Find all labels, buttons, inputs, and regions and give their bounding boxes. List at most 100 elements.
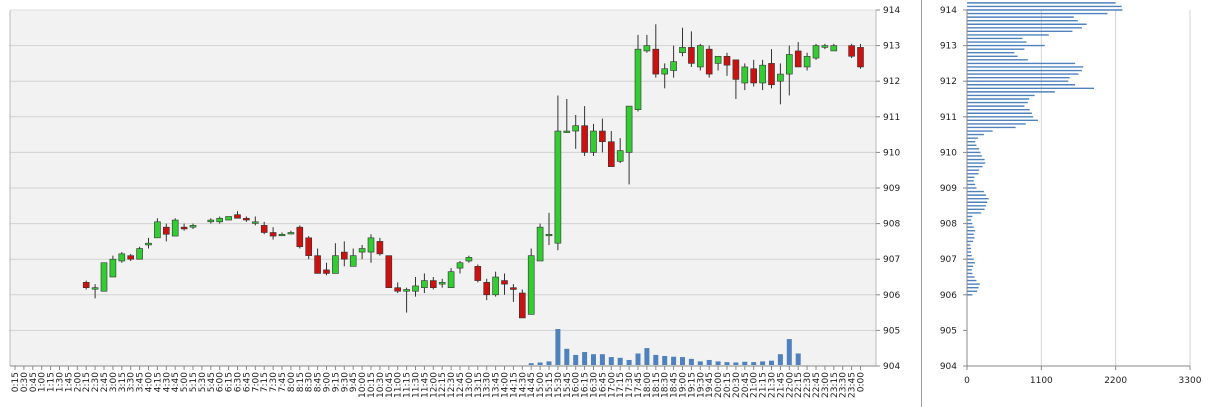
candle-body [857, 47, 864, 68]
x-tick-label: 5:30 [198, 372, 208, 392]
x-tick-label: 2:15 [82, 372, 92, 392]
x-tick-label: 15:45 [563, 372, 573, 398]
x-tick-label: 22:30 [803, 372, 813, 398]
candle [750, 59, 758, 87]
candle [554, 95, 562, 251]
volume-bar [742, 361, 748, 365]
candle-body [625, 105, 633, 153]
x-tick-label: 23:30 [839, 372, 849, 398]
candle-body [154, 221, 161, 239]
x-tick-label: 0:00 [857, 372, 867, 392]
profile-x-tick-label: 2200 [1104, 376, 1127, 386]
candle [759, 59, 766, 91]
candle-body [91, 287, 99, 290]
volume-bar [564, 348, 570, 365]
candle [296, 225, 304, 249]
volume-bars [528, 329, 801, 365]
candle-body [447, 271, 455, 288]
y-tick-label: 911 [883, 113, 900, 123]
x-tick-label: 13:30 [483, 372, 493, 398]
panel-divider [921, 0, 922, 407]
x-tick-label: 13:15 [474, 372, 484, 398]
x-tick-label: 19:15 [687, 372, 697, 398]
candle [163, 223, 170, 242]
candle [421, 273, 428, 294]
candle-body [794, 50, 802, 68]
candle [794, 42, 802, 68]
candle [483, 278, 491, 301]
candle [109, 255, 117, 278]
x-tick-label: 20:00 [714, 372, 724, 398]
x-tick-label: 2:30 [91, 372, 101, 392]
y-tick-label: 909 [883, 184, 900, 194]
candle-body [590, 130, 597, 153]
candle [590, 123, 597, 156]
x-tick-label: 17:15 [616, 372, 626, 398]
x-tick-label: 3:45 [136, 372, 146, 392]
candle [323, 262, 330, 276]
candle-body [367, 237, 375, 253]
candle-body [412, 285, 419, 292]
x-tick-label: 5:00 [180, 372, 190, 392]
candle [225, 216, 232, 221]
candle-body [536, 226, 544, 262]
x-tick-label: 4:45 [171, 372, 181, 392]
y-tick-label: 914 [883, 6, 900, 16]
volume-bar [644, 348, 650, 365]
candle-body [750, 68, 758, 84]
candle-body [483, 282, 491, 296]
candle-body [661, 68, 669, 75]
x-tick-label: 1:15 [47, 372, 57, 392]
x-tick-label: 0:45 [29, 372, 39, 392]
candle [456, 260, 464, 274]
y-tick-label: 912 [883, 77, 900, 87]
candle [599, 118, 606, 153]
candle-body [429, 280, 437, 288]
candle-body [163, 226, 170, 235]
profile-y-tick-label: 907 [940, 255, 957, 265]
volume-bar [777, 354, 783, 365]
candle [118, 252, 126, 263]
candle-body [554, 130, 562, 244]
candle-body [225, 216, 232, 221]
x-tick-label: 16:45 [598, 372, 608, 398]
x-tick-label: 0:15 [11, 372, 21, 392]
candle [510, 284, 517, 302]
volume-bar [617, 357, 623, 365]
volume-bar [653, 354, 659, 365]
candle [616, 138, 624, 164]
profile-bars [967, 0, 1125, 296]
candle-body [376, 241, 384, 255]
candle-body [848, 45, 855, 57]
candle-body [269, 232, 277, 237]
x-tick-label: 18:00 [643, 372, 653, 398]
x-tick-label: 12:15 [438, 372, 448, 398]
candle [857, 43, 864, 69]
x-tick-label: 3:00 [109, 372, 119, 392]
profile-x-tick-label: 3300 [1179, 376, 1202, 386]
candle-body [599, 130, 606, 143]
candle [465, 255, 473, 263]
x-tick-label: 9:30 [340, 372, 350, 392]
candle-body [581, 125, 588, 153]
profile-y-tick-label: 913 [940, 42, 957, 52]
x-tick-label: 4:15 [153, 372, 163, 392]
candle [385, 255, 393, 288]
profile-y-tick-label: 909 [940, 184, 957, 194]
x-tick-label: 14:00 [501, 372, 511, 398]
x-tick-label: 5:45 [207, 372, 217, 392]
candle-body [403, 289, 410, 292]
x-tick-label: 23:45 [848, 372, 858, 398]
x-tick-label: 9:15 [331, 372, 341, 392]
candle [216, 216, 223, 224]
x-tick-label: 12:30 [447, 372, 457, 398]
x-tick-label: 11:15 [403, 372, 413, 398]
profile-y-tick-label: 914 [940, 6, 957, 16]
x-tick-label: 14:45 [527, 372, 537, 398]
candle [741, 63, 749, 91]
x-tick-label: 22:45 [812, 372, 822, 398]
profile-y-tick-label: 906 [940, 291, 957, 301]
candle [243, 216, 250, 222]
volume-bar [697, 361, 703, 365]
x-tick-label: 9:45 [349, 372, 359, 392]
